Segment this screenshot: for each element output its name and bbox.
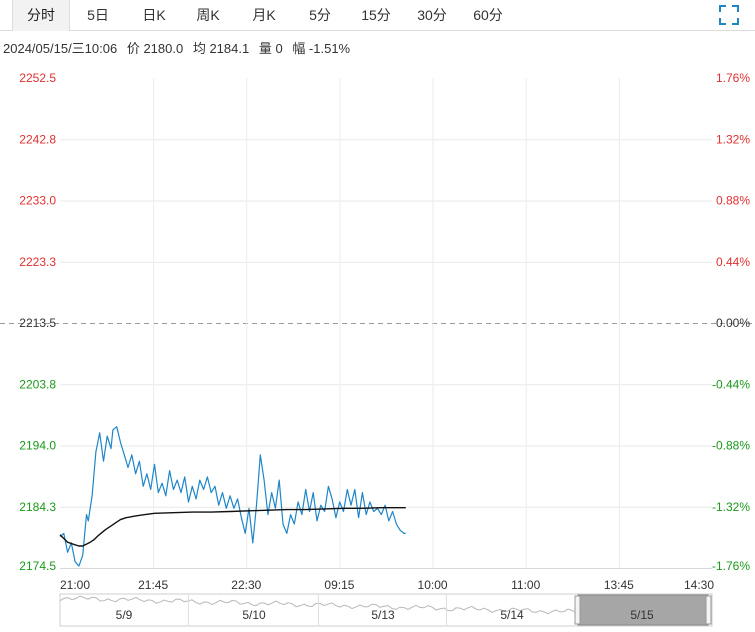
x-axis: 21:00 21:45 22:30 09:15 10:00 11:00 13:45 14:30 [60, 578, 714, 592]
overview-date-label: 5/10 [242, 608, 266, 622]
y-tick-label-left: 2203.8 [19, 377, 56, 391]
overview-date-label: 5/14 [500, 608, 524, 622]
y-tick-label-left: 2242.8 [19, 132, 56, 146]
y-tick-label-right: 0.88% [716, 194, 750, 208]
average-line [59, 507, 406, 547]
x-tick-label: 21:45 [138, 578, 168, 592]
y-tick-label-left: 2184.3 [19, 500, 56, 514]
overview-selection [577, 594, 709, 626]
y-tick-label-right: -1.76% [712, 559, 750, 573]
period-tab-bar: 分时 5日 日K 周K 月K 5分 15分 30分 60分 [0, 0, 755, 31]
overview-navigator: 5/9 5/10 5/13 5/14 5/15 [59, 593, 713, 627]
y-tick-label-right: -0.44% [712, 377, 750, 391]
y-tick-label-left: 2223.3 [19, 255, 56, 269]
y-tick-label-right: 1.76% [716, 71, 750, 85]
tab-daily-k[interactable]: 日K [142, 7, 166, 23]
tab-monthly-k[interactable]: 月K [252, 7, 276, 23]
y-tick-label-left: 2213.5 [19, 316, 56, 330]
tab-intraday[interactable]: 分时 [12, 0, 70, 31]
overview-date-label: 5/15 [630, 608, 654, 622]
y-tick-label-right: -1.32% [712, 500, 750, 514]
overview-handle-left [574, 595, 581, 625]
overview-date-label: 5/9 [116, 608, 133, 622]
y-tick-label-left: 2233.0 [19, 194, 56, 208]
quote-price: 价 2180.0 [126, 41, 184, 56]
overview-date-label: 5/13 [371, 608, 395, 622]
quote-change: 幅 -1.51% [292, 41, 351, 56]
y-tick-label-left: 2174.5 [19, 559, 56, 573]
x-tick-label: 13:45 [604, 578, 634, 592]
fullscreen-icon[interactable] [719, 5, 739, 25]
x-tick-label: 14:30 [684, 578, 714, 592]
x-tick-label: 11:00 [511, 578, 540, 592]
quote-average: 均 2184.1 [192, 41, 250, 56]
tab-30min[interactable]: 30分 [417, 7, 447, 23]
y-axis-right: 1.76% 1.32% 0.88% 0.44% 0.00% -0.44% -0.88% -1.… [712, 71, 750, 573]
chart-grid [0, 78, 755, 569]
tab-weekly-k[interactable]: 周K [196, 7, 220, 23]
y-axis-left: 2252.5 2242.8 2233.0 2223.3 2213.5 2203.8 2194… [19, 71, 56, 573]
tab-60min[interactable]: 60分 [473, 7, 503, 23]
y-tick-label-right: 1.32% [716, 132, 750, 146]
x-tick-label: 10:00 [418, 578, 448, 592]
y-tick-label-right: 0.00% [716, 316, 750, 330]
x-tick-label: 21:00 [60, 578, 90, 592]
y-tick-label-left: 2252.5 [19, 71, 56, 85]
y-tick-label-left: 2194.0 [19, 439, 56, 453]
y-tick-label-right: -0.88% [712, 439, 750, 453]
tab-5min[interactable]: 5分 [309, 7, 331, 23]
quote-info-bar: 2024/05/15/三10:06 价 2180.0 均 2184.1 量 0 … [3, 38, 356, 57]
quote-datetime: 2024/05/15/三10:06 [3, 41, 118, 56]
y-tick-label-right: 0.44% [716, 255, 750, 269]
x-tick-label: 22:30 [231, 578, 261, 592]
quote-volume: 量 0 [258, 41, 283, 56]
x-tick-label: 09:15 [324, 578, 354, 592]
price-line [59, 426, 406, 567]
tab-5day[interactable]: 5日 [87, 7, 109, 23]
chart-series [59, 426, 406, 567]
tab-15min[interactable]: 15分 [361, 7, 391, 23]
overview-handle-right [705, 595, 712, 625]
